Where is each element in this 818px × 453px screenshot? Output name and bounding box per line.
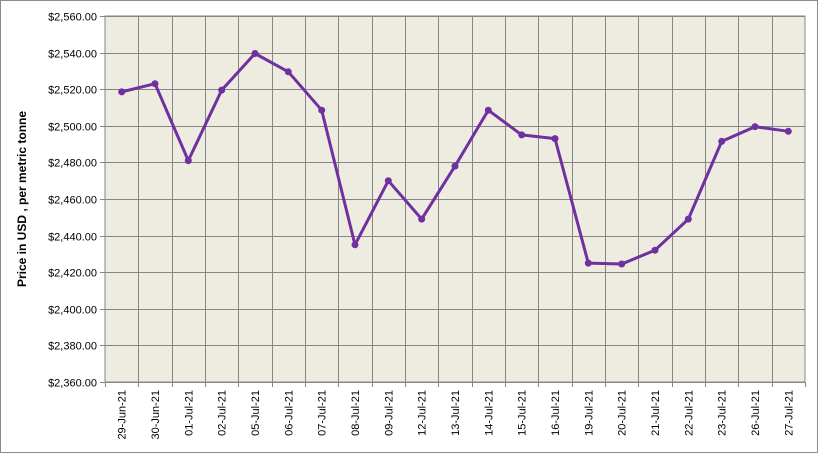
data-point: [784, 127, 792, 135]
y-tick-label: $2,380.00: [48, 341, 97, 353]
data-point: [418, 215, 426, 223]
data-point: [751, 123, 759, 131]
y-tick-label: $2,540.00: [48, 49, 97, 61]
x-tick-label: 07-Jul-21: [317, 390, 329, 436]
x-tick-label: 29-Jun-21: [117, 390, 129, 440]
x-tick-label: 08-Jul-21: [350, 390, 362, 436]
y-tick-label: $2,460.00: [48, 195, 97, 207]
data-point: [184, 157, 192, 165]
x-tick-label: 19-Jul-21: [583, 390, 595, 436]
data-point: [384, 177, 392, 185]
x-tick-label: 15-Jul-21: [517, 390, 529, 436]
y-tick-label: $2,400.00: [48, 305, 97, 317]
y-tick-label: $2,520.00: [48, 85, 97, 97]
data-point: [218, 86, 226, 94]
data-point: [651, 246, 659, 254]
x-tick-label: 12-Jul-21: [417, 390, 429, 436]
data-point: [251, 50, 259, 57]
data-point: [484, 106, 492, 114]
x-tick-label: 21-Jul-21: [650, 390, 662, 436]
data-series: [118, 50, 792, 268]
data-point: [684, 215, 692, 223]
x-tick-label: 02-Jul-21: [217, 390, 229, 436]
x-axis-tick-labels: 29-Jun-21 30-Jun-21 01-Jul-21 02-Jul-21 05-J…: [117, 390, 796, 440]
y-tick-label: $2,360.00: [48, 378, 97, 390]
data-point: [151, 80, 159, 88]
y-tick-label: $2,480.00: [48, 158, 97, 170]
data-point: [551, 135, 559, 143]
data-point: [118, 88, 126, 96]
x-tick-label: 13-Jul-21: [450, 390, 462, 436]
x-tick-label: 30-Jun-21: [150, 390, 162, 440]
x-tick-label: 23-Jul-21: [717, 390, 729, 436]
data-point: [718, 137, 726, 145]
x-tick-label: 16-Jul-21: [550, 390, 562, 436]
y-tick-label: $2,560.00: [48, 12, 97, 24]
x-tick-label: 01-Jul-21: [183, 390, 195, 436]
data-point: [284, 68, 292, 76]
data-point: [618, 260, 626, 268]
y-tick-label: $2,500.00: [48, 122, 97, 134]
x-tick-label: 20-Jul-21: [617, 390, 629, 436]
data-point: [518, 131, 526, 139]
y-tick-label: $2,440.00: [48, 232, 97, 244]
x-tick-label: 26-Jul-21: [750, 390, 762, 436]
x-tick-label: 09-Jul-21: [383, 390, 395, 436]
data-point: [351, 241, 359, 249]
data-point: [584, 259, 592, 267]
data-point: [451, 162, 459, 170]
gridlines: [100, 16, 806, 387]
y-axis-tick-labels: $2,360.00 $2,380.00 $2,400.00 $2,420.00 $2,4…: [48, 12, 97, 390]
y-tick-label: $2,420.00: [48, 268, 97, 280]
x-tick-label: 06-Jul-21: [283, 390, 295, 436]
data-point: [318, 106, 326, 114]
x-tick-label: 22-Jul-21: [683, 390, 695, 436]
x-tick-label: 14-Jul-21: [483, 390, 495, 436]
x-tick-label: 27-Jul-21: [783, 390, 795, 436]
x-tick-label: 05-Jul-21: [250, 390, 262, 436]
y-axis-title: Price in USD , per metric tonne: [15, 111, 29, 287]
